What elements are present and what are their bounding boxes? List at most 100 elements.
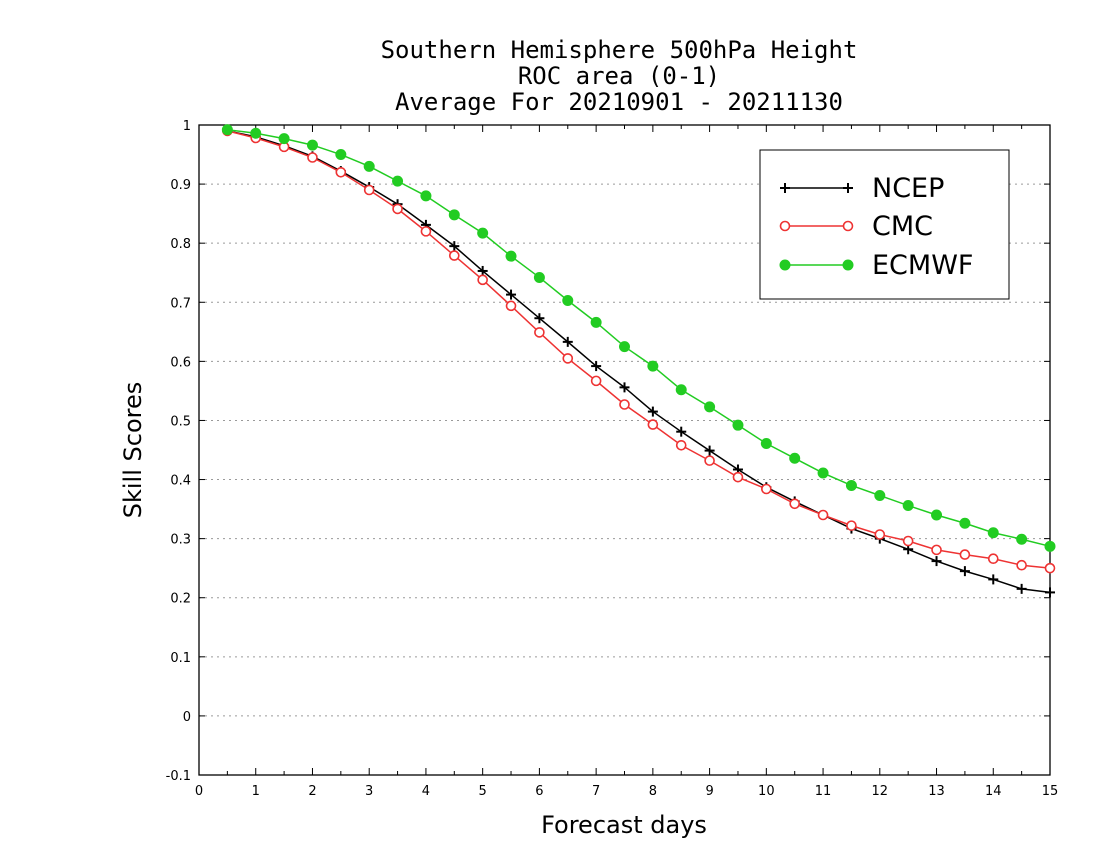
data-point-ecmwf [1016,533,1028,545]
legend-label-ecmwf: ECMWF [872,250,973,281]
data-point-ncep [704,445,715,456]
x-axis-label: Forecast days [541,811,707,839]
y-tick-label: 0.8 [170,237,191,252]
data-point-ncep [619,382,630,393]
legend-label-ncep: NCEP [872,173,944,204]
title-line-3: Average For 20210901 - 20211130 [395,88,843,116]
x-tick-label: 15 [1042,784,1059,799]
data-point-cmc [392,203,403,215]
x-tick-label: 13 [928,784,945,799]
title-line-2: ROC area (0-1) [518,62,720,90]
x-tick-label: 14 [985,784,1002,799]
data-point-cmc [1044,562,1056,574]
legend-box [759,149,1010,300]
data-point-ecmwf [590,316,602,328]
data-point-cmc [959,549,971,560]
y-tick-label: 0 [183,710,191,725]
legend-label-cmc: CMC [872,211,933,242]
data-point-ecmwf [959,517,971,529]
data-point-ecmwf [477,227,489,239]
x-tick-label: 12 [872,784,889,799]
data-point-ecmwf [704,401,716,413]
data-point-cmc [704,455,715,466]
data-point-ecmwf [448,209,460,221]
x-tick-label: 4 [422,784,430,799]
series-line-ncep [227,130,1051,594]
data-point-ecmwf [902,500,914,512]
data-point-ncep [477,265,488,276]
data-point-ncep [647,406,658,417]
data-point-cmc [307,152,318,163]
x-tick-label: 11 [815,784,832,799]
data-point-ecmwf [845,479,857,491]
y-axis-label: Skill Scores [119,382,147,519]
data-point-ecmwf [306,139,318,151]
y-tick-label: 0.9 [170,178,191,193]
data-point-cmc [789,498,801,510]
x-tick-label: 5 [479,784,487,799]
data-point-cmc [335,166,347,178]
series-ecmwf [221,124,1056,552]
legend-marker-ecmwf [779,259,791,271]
data-point-cmc [761,483,772,495]
data-point-ecmwf [278,133,290,145]
legend-marker-ecmwf [842,259,854,271]
data-point-cmc [477,274,488,286]
legend-marker-cmc [842,220,854,232]
data-point-ecmwf [392,175,404,187]
legend-sample-ncep [780,183,853,193]
data-point-cmc [931,544,942,556]
data-series [221,124,1056,598]
data-point-cmc [1016,559,1027,571]
data-point-cmc [534,327,545,338]
data-point-cmc [647,419,659,430]
x-tick-label: 2 [308,784,316,799]
data-point-cmc [675,439,687,451]
y-tick-label: 0.6 [170,355,191,370]
data-point-ncep [931,556,942,567]
y-tick-label: 0.5 [170,414,191,429]
data-point-ncep [676,426,687,437]
legend-sample-ecmwf [779,259,854,271]
x-tick-label: 9 [705,784,713,799]
legend-samples [779,183,854,271]
data-point-ncep [449,241,460,252]
data-point-ncep [506,289,517,300]
data-point-cmc [363,184,375,196]
data-point-ecmwf [817,467,829,479]
data-point-cmc [562,353,574,364]
x-tick-label: 3 [365,784,373,799]
data-point-cmc [902,535,914,547]
y-tick-label: 0.3 [170,533,191,548]
data-point-ecmwf [619,341,630,353]
data-point-ecmwf [647,360,659,372]
data-point-ecmwf [874,490,886,501]
x-tick-label: 8 [649,784,657,799]
series-cmc [222,125,1056,574]
data-point-ecmwf [760,438,772,449]
data-point-cmc [846,520,857,531]
data-point-ncep [1016,583,1027,594]
data-point-ncep [591,361,602,372]
data-point-ecmwf [675,384,687,396]
y-tick-label: 0.7 [170,296,191,311]
data-point-cmc [987,553,999,565]
data-point-ncep [959,566,970,577]
x-tick-label: 6 [535,784,543,799]
data-point-cmc [619,399,630,410]
data-point-cmc [732,471,744,483]
x-tick-label: 10 [758,784,775,799]
data-point-cmc [874,529,886,540]
data-point-ecmwf [931,509,943,521]
x-tick-label: 7 [592,784,600,799]
data-point-ecmwf [562,295,574,306]
data-point-ecmwf [505,250,517,262]
legend: NCEP CMC ECMWF [759,149,1010,300]
chart-title: Southern Hemisphere 500hPa Height ROC ar… [381,36,858,116]
data-point-ncep [534,313,545,324]
y-tick-label: 0.1 [170,651,191,666]
data-point-ecmwf [420,190,432,202]
data-point-ecmwf [250,127,262,139]
data-point-ecmwf [533,271,545,283]
legend-marker-ncep [843,183,853,193]
